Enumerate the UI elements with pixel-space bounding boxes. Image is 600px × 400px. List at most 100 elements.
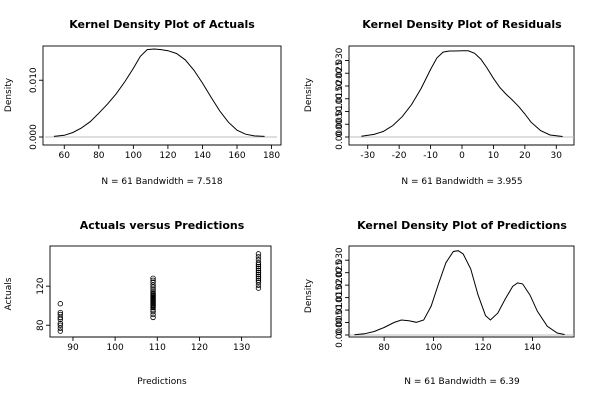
plot-frame <box>42 45 282 146</box>
y-tick-label: 0.030 <box>335 247 345 273</box>
x-tick-label: -10 <box>423 151 438 161</box>
x-tick-label: 140 <box>194 151 211 161</box>
x-tick-label: 100 <box>425 343 442 353</box>
panel-title: Kernel Density Plot of Predictions <box>357 219 567 232</box>
data-point <box>150 314 156 321</box>
data-point <box>150 288 156 294</box>
density-curve <box>354 250 565 336</box>
y-tick-label: 0.015 <box>335 285 345 311</box>
x-tick-label: 160 <box>228 151 245 161</box>
x-tick-label: 80 <box>378 343 390 353</box>
series-group <box>350 50 574 138</box>
data-point <box>255 275 262 282</box>
data-point <box>57 301 64 307</box>
density-curve <box>53 48 265 137</box>
predictions-density-panel: Kernel Density Plot of Predictions Densi… <box>304 219 575 387</box>
data-point <box>150 277 156 283</box>
x-tick-label: 110 <box>149 343 166 353</box>
x-axis: 60 80 100 120 140 160 180 <box>59 144 280 161</box>
x-axis-label: Predictions <box>137 377 187 387</box>
data-point <box>255 279 262 285</box>
y-tick-label: 0.030 <box>335 47 345 73</box>
series-group <box>350 250 574 336</box>
x-axis: 80 100 120 140 <box>378 336 541 353</box>
data-point <box>255 277 262 283</box>
y-axis-label: Density <box>4 77 14 112</box>
x-tick-label: 90 <box>67 343 79 353</box>
x-axis-label: N = 61 Bandwidth = 7.518 <box>101 177 223 187</box>
data-point <box>255 273 262 280</box>
series-group <box>57 251 262 334</box>
x-tick-label: -30 <box>360 151 375 161</box>
x-tick-label: 120 <box>474 343 491 353</box>
y-axis-label: Density <box>304 77 314 112</box>
x-axis-label: N = 61 Bandwidth = 6.39 <box>404 377 520 387</box>
x-tick-label: 60 <box>59 151 71 161</box>
data-point <box>255 257 262 263</box>
panel-title: Actuals versus Predictions <box>80 219 245 232</box>
y-tick-label: 0.005 <box>335 111 345 137</box>
x-tick-label: 100 <box>125 151 142 161</box>
data-point <box>150 286 156 292</box>
x-tick-label: 0 <box>459 151 465 161</box>
data-point <box>255 285 262 291</box>
y-axis: 0.000 0.010 <box>29 67 44 150</box>
x-tick-label: 10 <box>488 151 500 161</box>
data-point <box>57 320 64 326</box>
series-group <box>45 48 277 138</box>
density-curve <box>361 50 563 137</box>
data-point <box>57 328 64 334</box>
y-tick-label: 0.000 <box>335 124 345 150</box>
data-point <box>255 254 262 260</box>
y-axis-label: Actuals <box>4 277 14 310</box>
x-axis: -30 -20 -10 0 10 20 30 <box>360 144 563 161</box>
panel-title: Kernel Density Plot of Actuals <box>69 18 255 31</box>
x-tick-label: 20 <box>519 151 531 161</box>
y-tick-label: 0.010 <box>335 297 345 323</box>
data-point <box>255 263 262 270</box>
x-axis: 90 100 110 120 130 <box>67 336 250 353</box>
data-point <box>150 275 156 282</box>
x-tick-label: 80 <box>93 151 105 161</box>
actuals-vs-predictions-panel: Actuals versus Predictions Actuals Predi… <box>4 219 272 387</box>
x-tick-label: 130 <box>233 343 250 353</box>
data-point <box>150 290 156 296</box>
x-tick-label: -20 <box>392 151 407 161</box>
y-tick-label: 0.025 <box>335 260 345 286</box>
plot-frame <box>49 245 272 338</box>
x-tick-label: 30 <box>551 151 563 161</box>
data-point <box>150 279 156 285</box>
y-axis-label: Density <box>304 278 314 313</box>
x-tick-label: 100 <box>107 343 124 353</box>
y-tick-label: 0.010 <box>29 67 39 93</box>
y-tick-label: 0.025 <box>335 60 345 86</box>
y-axis: 80 120 <box>36 277 51 331</box>
y-tick-label: 0.000 <box>29 124 39 150</box>
x-tick-label: 120 <box>191 343 208 353</box>
data-point <box>255 267 262 274</box>
y-tick-label: 0.015 <box>335 86 345 112</box>
panel-title: Kernel Density Plot of Residuals <box>362 18 562 31</box>
data-point <box>255 271 262 278</box>
y-tick-label: 120 <box>36 277 46 294</box>
data-point <box>255 265 262 272</box>
data-point <box>57 311 64 318</box>
y-tick-label: 80 <box>36 319 46 331</box>
x-tick-label: 120 <box>159 151 176 161</box>
y-tick-label: 0.020 <box>335 73 345 99</box>
data-point <box>255 269 262 276</box>
x-axis-label: N = 61 Bandwidth = 3.955 <box>401 177 522 187</box>
actuals-density-panel: Kernel Density Plot of Actuals Density N… <box>4 18 282 187</box>
data-point <box>57 322 64 328</box>
y-tick-label: 0.010 <box>335 98 345 124</box>
data-point <box>57 309 64 316</box>
y-tick-label: 0.005 <box>335 310 345 336</box>
residuals-density-panel: Kernel Density Plot of Residuals Density… <box>304 18 575 187</box>
data-point <box>255 251 262 257</box>
x-tick-label: 140 <box>524 343 541 353</box>
y-tick-label: 0.020 <box>335 272 345 298</box>
y-tick-label: 0.000 <box>335 322 345 348</box>
